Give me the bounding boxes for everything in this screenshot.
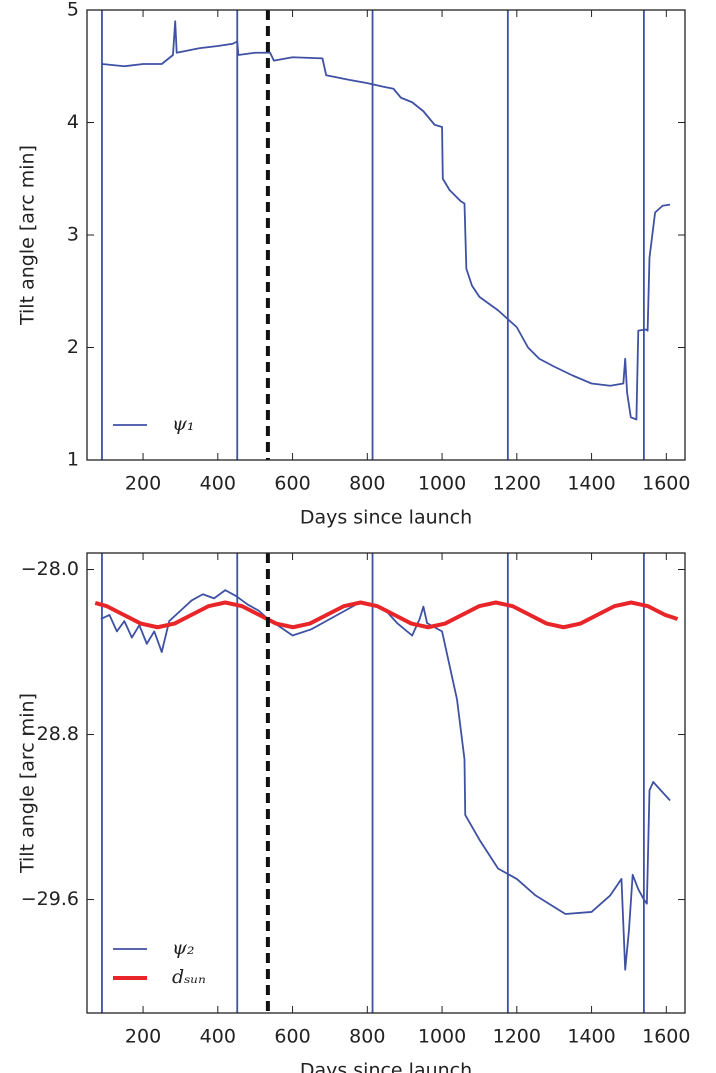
x-tick-label: 200 (125, 1026, 161, 1048)
legend-label: ψ₂ (172, 937, 195, 959)
x-axis-label: Days since launch (300, 507, 472, 529)
x-tick-label: 1000 (418, 1026, 466, 1048)
y-tick-label: 4 (67, 111, 79, 133)
y-tick-label: −28.8 (21, 723, 79, 745)
x-tick-label: 800 (349, 1026, 385, 1048)
y-tick-label: −28.0 (21, 558, 79, 580)
data-line (101, 20, 671, 421)
x-tick-label: 1200 (493, 1026, 541, 1048)
axes-frame (86, 552, 686, 1014)
x-tick-label: 1200 (493, 473, 541, 495)
x-axis-label: Days since launch (300, 1060, 472, 1073)
x-tick-label: 1600 (642, 473, 690, 495)
y-tick-label: 2 (67, 336, 79, 358)
data-line (100, 589, 671, 971)
legend-label: dₛᵤₙ (172, 966, 206, 988)
x-tick-label: 600 (274, 1026, 310, 1048)
x-tick-label: 200 (125, 473, 161, 495)
data-line (94, 600, 679, 630)
x-tick-label: 1600 (642, 1026, 690, 1048)
x-tick-label: 1400 (567, 473, 615, 495)
axes-frame (86, 9, 686, 461)
x-tick-label: 800 (349, 473, 385, 495)
x-tick-label: 1400 (567, 1026, 615, 1048)
y-tick-label: 5 (67, 0, 79, 21)
x-tick-label: 400 (200, 1026, 236, 1048)
x-tick-label: 1000 (418, 473, 466, 495)
x-tick-label: 400 (200, 473, 236, 495)
y-tick-label: 3 (67, 224, 79, 246)
legend-label: ψ₁ (172, 413, 195, 435)
y-tick-label: 1 (67, 449, 79, 471)
y-axis-label: Tilt angle [arc min] (17, 145, 39, 326)
y-tick-label: −29.6 (21, 888, 79, 910)
y-axis-label: Tilt angle [arc min] (17, 693, 39, 874)
x-tick-label: 600 (274, 473, 310, 495)
